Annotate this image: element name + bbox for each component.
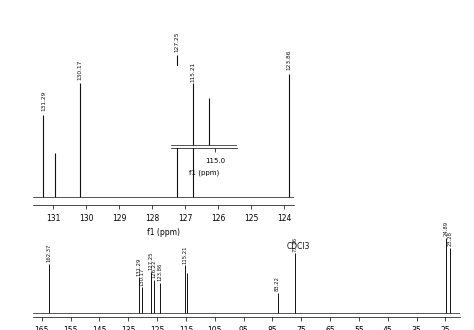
Text: 115.21: 115.21 [190, 61, 195, 82]
Text: 77.16: 77.16 [292, 237, 298, 252]
Text: 24.89: 24.89 [443, 221, 448, 236]
Text: 83.22: 83.22 [275, 277, 280, 291]
Text: CDCl3: CDCl3 [286, 242, 310, 251]
X-axis label: f1 (ppm): f1 (ppm) [147, 228, 180, 237]
Text: 130.17: 130.17 [78, 59, 83, 80]
Text: 127.25: 127.25 [174, 31, 179, 51]
Text: 131.29: 131.29 [137, 257, 142, 276]
Text: 123.86: 123.86 [286, 50, 291, 70]
Text: 130.17: 130.17 [140, 268, 145, 286]
Text: 126.22: 126.22 [151, 259, 156, 278]
Text: 127.25: 127.25 [148, 251, 153, 270]
Text: 123.86: 123.86 [158, 263, 163, 281]
Text: 23.28: 23.28 [448, 231, 453, 246]
Text: 115.21: 115.21 [183, 245, 188, 264]
Text: 162.37: 162.37 [47, 244, 52, 262]
Text: 131.29: 131.29 [41, 91, 46, 112]
X-axis label: f1 (ppm): f1 (ppm) [189, 169, 219, 176]
